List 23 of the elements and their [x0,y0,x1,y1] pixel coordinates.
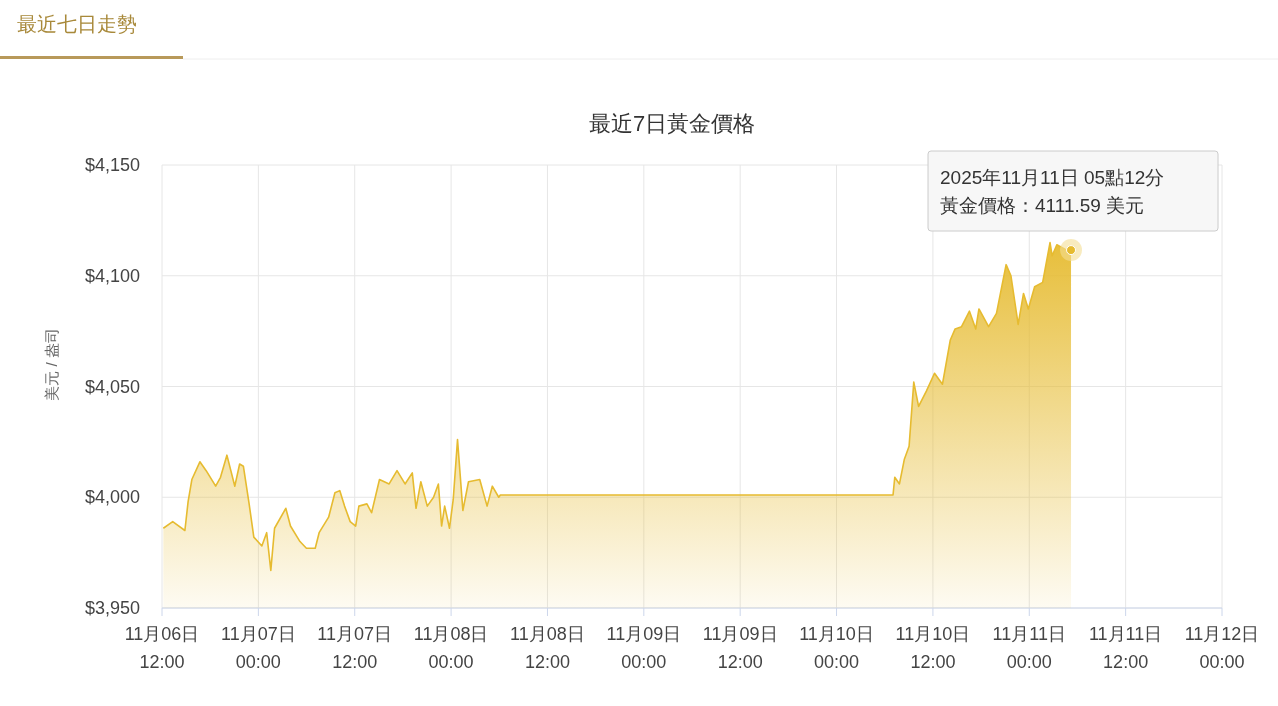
y-axis-title: 美元 / 盎司 [43,328,60,401]
x-tick-label: 11月07日 12:00 [317,624,393,672]
y-tick-label: $4,100 [84,265,140,286]
x-tick-label: 11月10日 00:00 [799,624,874,672]
x-tick-label: 11月12日 00:00 [1184,624,1260,672]
annotation: 黃金價格：4111.59 美元 [940,195,1145,216]
text: 最近七日走勢 [17,13,137,35]
annotation: 2025年11月11日 05點12分 [940,167,1165,188]
y-tick-label: $4,150 [84,155,140,175]
x-tick-label: 11月09日 12:00 [702,624,778,672]
x-tick-label: 11月06日 12:00 [124,624,200,672]
x-tick-label: 11月09日 00:00 [606,624,682,672]
y-tick-label: $3,950 [84,598,140,618]
y-tick-label: $4,050 [84,376,140,397]
x-tick-label: 11月11日 00:00 [992,624,1066,672]
x-tick-label: 11月10日 12:00 [895,624,971,672]
x-tick-label: 11月08日 12:00 [510,624,585,672]
tooltip: 2025年11月11日 05點12分 黃金價格：4111.59 美元 [927,150,1219,232]
y-tick-label: $4,000 [84,487,140,508]
x-tick-label: 11月11日 12:00 [1088,624,1163,672]
chart-title: 最近7日黃金價格 [588,111,756,136]
x-tick-label: 11月07日 00:00 [221,624,296,672]
x-tick-label: 11月08日 00:00 [413,624,489,672]
